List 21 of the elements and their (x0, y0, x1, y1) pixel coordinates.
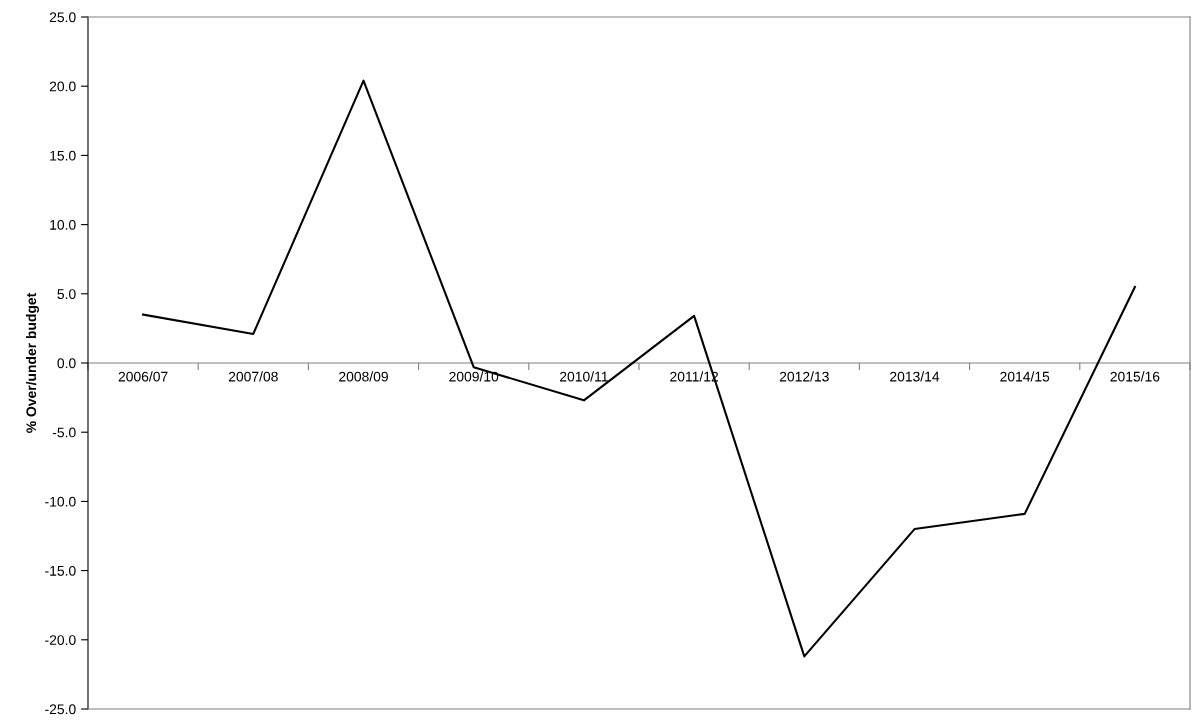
x-tick-label: 2007/08 (228, 371, 278, 382)
y-tick-label: 10.0 (50, 219, 76, 230)
y-tick-label: 0.0 (57, 358, 76, 369)
y-tick-label: -5.0 (52, 427, 76, 438)
x-tick-label: 2010/11 (560, 371, 608, 382)
x-tick-label: 2008/09 (339, 371, 388, 382)
y-tick-label: -20.0 (45, 635, 76, 645)
y-tick-label: -25.0 (45, 704, 76, 715)
x-tick-label: 2012/13 (779, 371, 829, 382)
y-tick-label: 25.0 (49, 12, 76, 23)
y-tick-label: 5.0 (57, 289, 76, 299)
y-tick-label: 15.0 (50, 150, 76, 161)
x-tick-label: 2014/15 (1000, 371, 1050, 382)
x-tick-label: 2009/10 (449, 371, 499, 382)
x-tick-label: 2006/07 (118, 371, 168, 382)
y-axis-title: % Over/under budget (25, 292, 39, 433)
y-tick-label: -10.0 (45, 496, 76, 507)
x-tick-label: 2013/14 (890, 371, 940, 382)
y-tick-label: -15.0 (45, 565, 76, 576)
y-tick-label: 20.0 (49, 81, 76, 92)
x-tick-label: 2015/16 (1110, 371, 1160, 382)
